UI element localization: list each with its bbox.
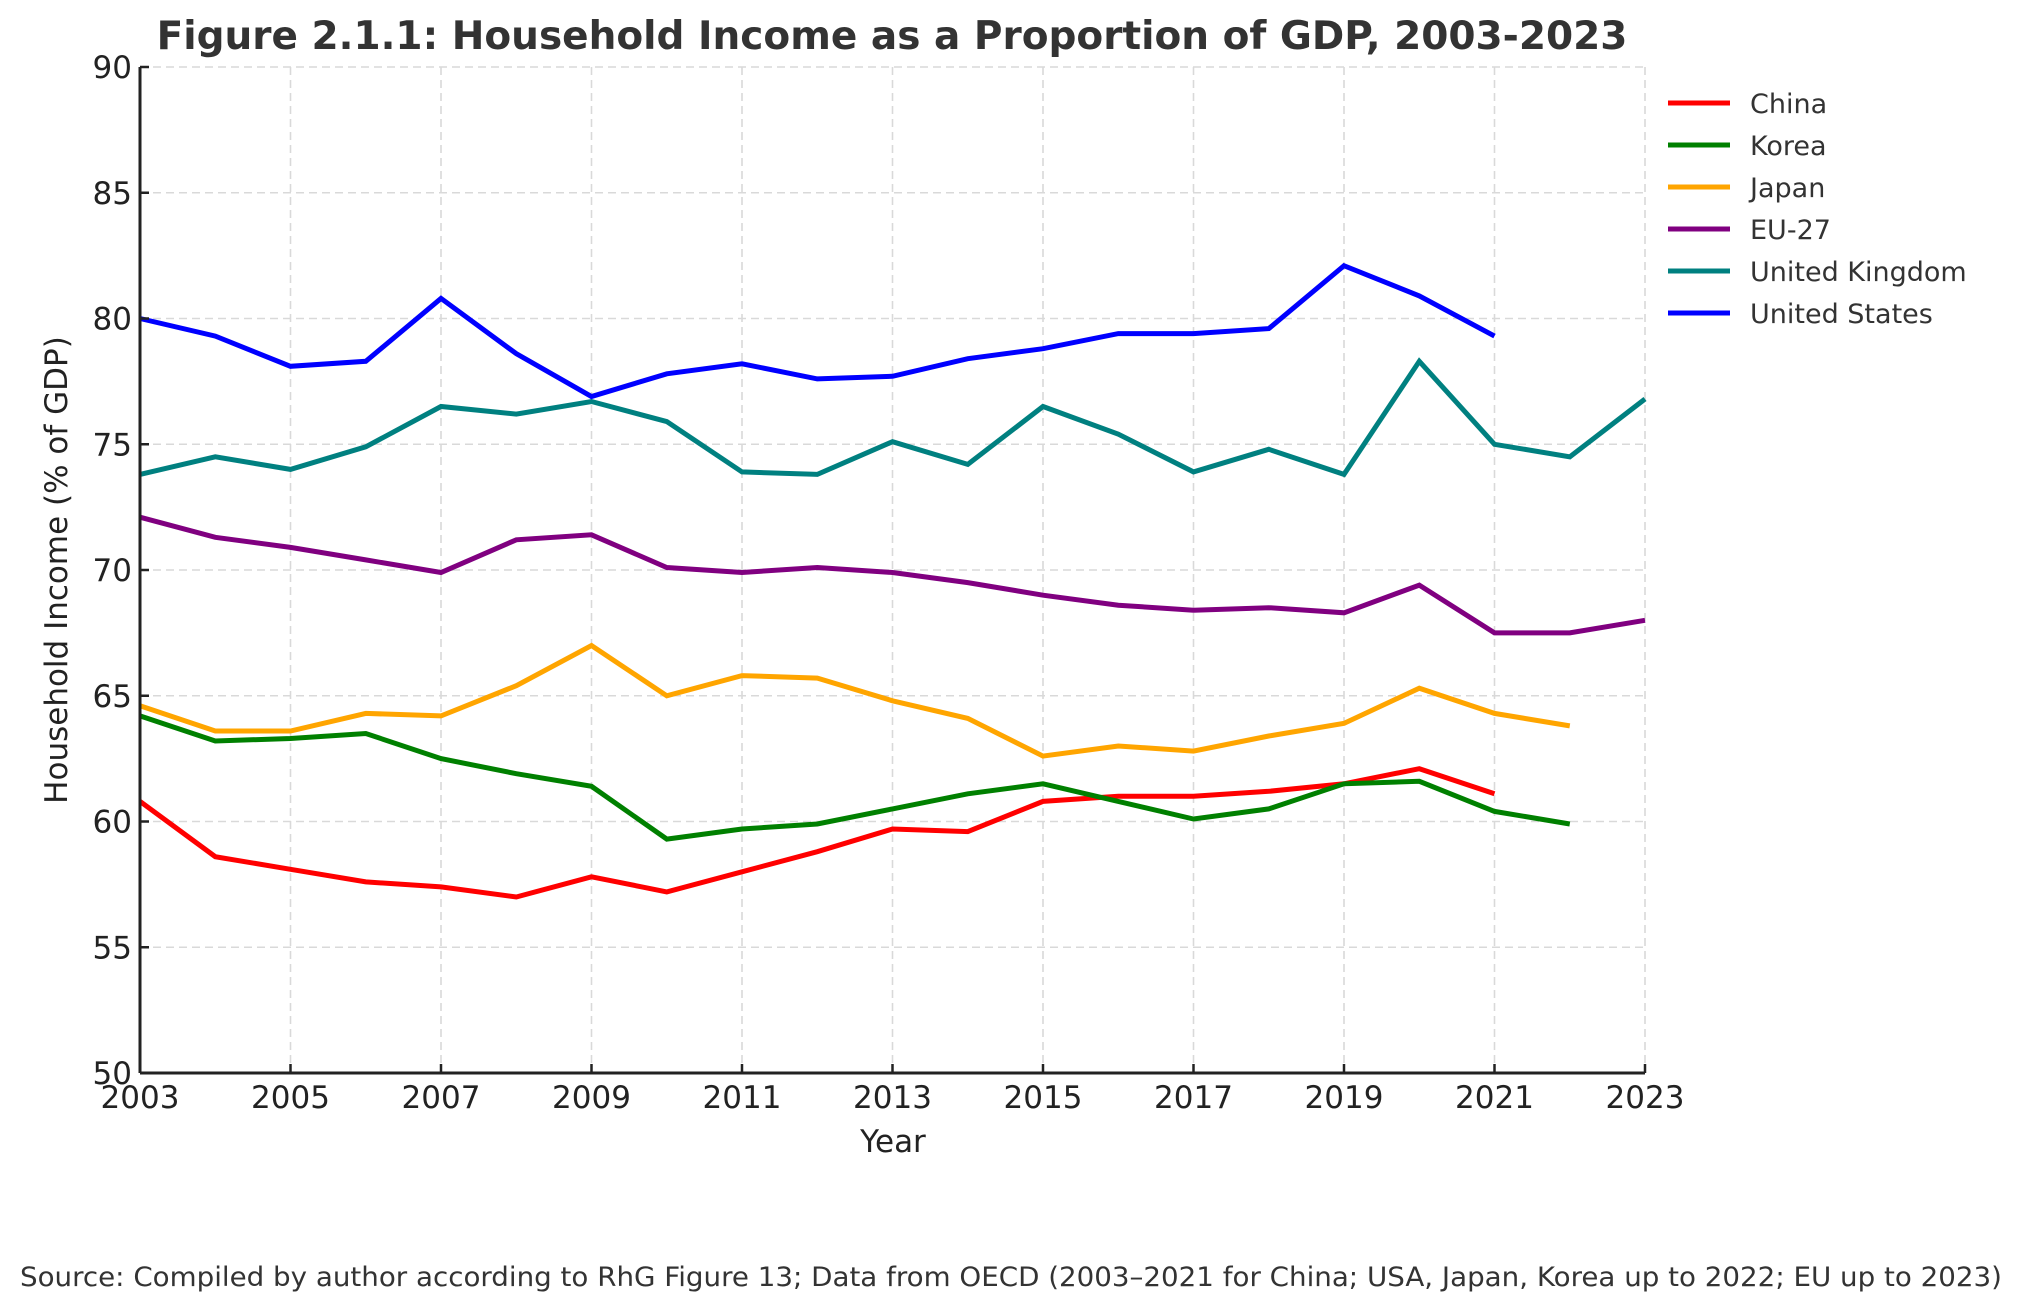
x-axis-label: Year: [859, 1124, 926, 1160]
legend-item-eu-27: EU-27: [1668, 215, 1831, 246]
x-tick-label: 2003: [101, 1080, 180, 1116]
y-tick-label: 80: [93, 302, 132, 338]
series-line-united-kingdom: [139, 357, 1647, 478]
legend-item-korea: Korea: [1668, 131, 1827, 162]
legend-item-united-states: United States: [1668, 299, 1933, 330]
y-tick-label: 60: [93, 805, 132, 841]
ticks: 50 55 60 65 70 75 80 85 90 2003 2005 2007 2009 2011 20…: [93, 50, 1685, 1116]
y-axis-label: Household Income (% of GDP): [39, 336, 75, 804]
series-lines: [138, 262, 1647, 900]
series-line-japan: [139, 642, 1571, 759]
legend-label: United States: [1750, 299, 1933, 330]
y-tick-label: 70: [93, 553, 132, 589]
y-tick-label: 55: [93, 930, 132, 966]
legend-item-china: China: [1668, 89, 1827, 120]
legend-label: China: [1750, 89, 1827, 120]
x-tick-label: 2005: [251, 1080, 330, 1116]
y-tick-label: 50: [93, 1056, 132, 1092]
legend-label: EU-27: [1750, 215, 1831, 246]
y-tick-label: 75: [93, 427, 132, 463]
legend-item-united-kingdom: United Kingdom: [1668, 257, 1967, 288]
series-line-china: [138, 766, 1496, 900]
legend-label: Korea: [1750, 131, 1827, 162]
source-note: Source: Compiled by author according to …: [20, 1262, 2002, 1293]
legend-label: United Kingdom: [1750, 257, 1967, 288]
x-tick-label: 2017: [1154, 1080, 1233, 1116]
series-line-united-states: [139, 262, 1496, 400]
x-tick-label: 2011: [703, 1080, 782, 1116]
chart-title: Figure 2.1.1: Household Income as a Prop…: [157, 14, 1628, 59]
x-tick-label: 2021: [1455, 1080, 1534, 1116]
y-tick-label: 90: [93, 50, 132, 86]
x-tick-label: 2015: [1004, 1080, 1083, 1116]
series-line-eu-27: [139, 514, 1646, 636]
series-line-korea: [139, 713, 1571, 842]
y-tick-label: 65: [93, 679, 132, 715]
x-tick-label: 2007: [402, 1080, 481, 1116]
x-tick-label: 2019: [1305, 1080, 1384, 1116]
x-tick-label: 2009: [552, 1080, 631, 1116]
legend-item-japan: Japan: [1668, 173, 1825, 204]
legend-label: Japan: [1748, 173, 1825, 204]
legend: China Korea Japan EU-27 United Kingdom United…: [1668, 89, 1967, 330]
x-tick-label: 2013: [853, 1080, 932, 1116]
gridlines: [140, 66, 1646, 1073]
x-tick-label: 2023: [1606, 1080, 1685, 1116]
y-tick-label: 85: [93, 176, 132, 212]
